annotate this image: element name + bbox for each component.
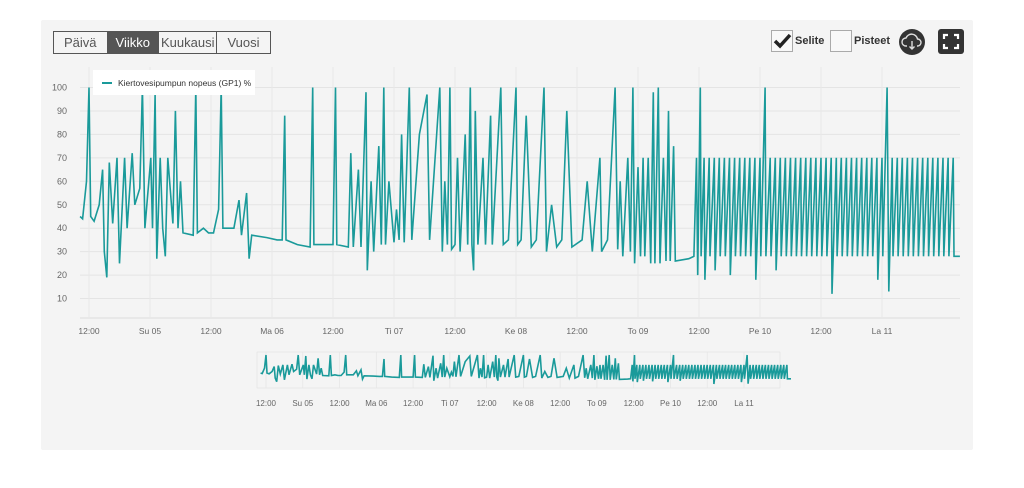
y-tick-label: 20 bbox=[57, 270, 67, 280]
x-tick-label: Ke 08 bbox=[505, 326, 527, 336]
x-tick-label: La 11 bbox=[872, 326, 893, 336]
y-tick-label: 60 bbox=[57, 176, 67, 186]
y-tick-label: 30 bbox=[57, 247, 67, 257]
checkmark-icon bbox=[773, 33, 792, 49]
navigator-tick-label: 12:00 bbox=[330, 399, 351, 408]
series-line bbox=[79, 87, 960, 294]
range-month-button[interactable]: Kuukausi bbox=[159, 32, 218, 53]
points-toggle-label: Pisteet bbox=[854, 35, 891, 47]
legend-swatch bbox=[102, 81, 112, 84]
x-tick-label: 12:00 bbox=[200, 326, 222, 336]
fullscreen-button[interactable] bbox=[938, 29, 964, 54]
legend[interactable]: Kiertovesipumpun nopeus (GP1) % bbox=[93, 70, 255, 95]
navigator-tick-label: 12:00 bbox=[550, 399, 571, 408]
x-tick-label: 12:00 bbox=[322, 326, 344, 336]
x-tick-label: Ti 07 bbox=[385, 326, 404, 336]
legend-toggle-label: Selite bbox=[795, 35, 825, 47]
y-tick-label: 100 bbox=[52, 83, 67, 93]
points-checkbox[interactable] bbox=[830, 30, 852, 52]
navigator-tick-label: 12:00 bbox=[403, 399, 424, 408]
download-button[interactable] bbox=[899, 29, 925, 55]
x-tick-label: Su 05 bbox=[139, 326, 161, 336]
navigator-tick-label: Pe 10 bbox=[660, 399, 681, 408]
navigator-tick-label: Su 05 bbox=[292, 399, 313, 408]
navigator-x-axis: 12:00 Su 05 12:00 Ma 06 12:00 Ti 07 12:00 Ke 08… bbox=[256, 399, 754, 408]
navigator-tick-label: 12:00 bbox=[624, 399, 645, 408]
range-week-button[interactable]: Viikko bbox=[107, 32, 159, 53]
x-tick-label: Ma 06 bbox=[260, 326, 284, 336]
y-tick-label: 10 bbox=[57, 294, 67, 304]
navigator-tick-label: Ma 06 bbox=[365, 399, 388, 408]
legend-toggle[interactable]: Selite bbox=[771, 30, 824, 52]
x-tick-label: 12:00 bbox=[444, 326, 466, 336]
y-tick-label: 50 bbox=[57, 200, 67, 210]
navigator-tick-label: Ti 07 bbox=[441, 399, 459, 408]
y-tick-label: 70 bbox=[57, 153, 67, 163]
range-day-button[interactable]: Päivä bbox=[54, 32, 108, 53]
y-tick-label: 90 bbox=[57, 106, 67, 116]
y-tick-label: 40 bbox=[57, 223, 67, 233]
x-tick-label: 12:00 bbox=[78, 326, 100, 336]
navigator[interactable]: 12:00 Su 05 12:00 Ma 06 12:00 Ti 07 12:00 Ke 08… bbox=[256, 351, 791, 408]
points-toggle[interactable]: Pisteet bbox=[830, 30, 890, 52]
y-tick-label: 80 bbox=[57, 129, 67, 139]
x-tick-label: 12:00 bbox=[810, 326, 832, 336]
navigator-tick-label: 12:00 bbox=[477, 399, 498, 408]
legend-checkbox[interactable] bbox=[771, 30, 793, 52]
y-axis: 10 20 30 40 50 60 70 80 90 100 bbox=[52, 83, 67, 304]
range-selector: Päivä Viikko Kuukausi Vuosi bbox=[53, 31, 271, 54]
navigator-tick-label: 12:00 bbox=[256, 399, 277, 408]
x-tick-label: To 09 bbox=[628, 326, 649, 336]
x-axis: 12:00 Su 05 12:00 Ma 06 12:00 Ti 07 12:00 Ke 08… bbox=[78, 326, 892, 336]
grid bbox=[80, 67, 960, 319]
navigator-tick-label: La 11 bbox=[734, 399, 754, 408]
x-tick-label: 12:00 bbox=[566, 326, 588, 336]
navigator-tick-label: Ke 08 bbox=[513, 399, 534, 408]
navigator-tick-label: To 09 bbox=[587, 399, 607, 408]
cloud-download-icon bbox=[901, 33, 922, 50]
x-tick-label: Pe 10 bbox=[749, 326, 771, 336]
range-year-button[interactable]: Vuosi bbox=[227, 35, 260, 50]
legend-label: Kiertovesipumpun nopeus (GP1) % bbox=[118, 77, 252, 88]
fullscreen-icon bbox=[942, 33, 960, 50]
navigator-series-line bbox=[260, 353, 791, 385]
navigator-tick-label: 12:00 bbox=[697, 399, 718, 408]
x-tick-label: 12:00 bbox=[688, 326, 710, 336]
